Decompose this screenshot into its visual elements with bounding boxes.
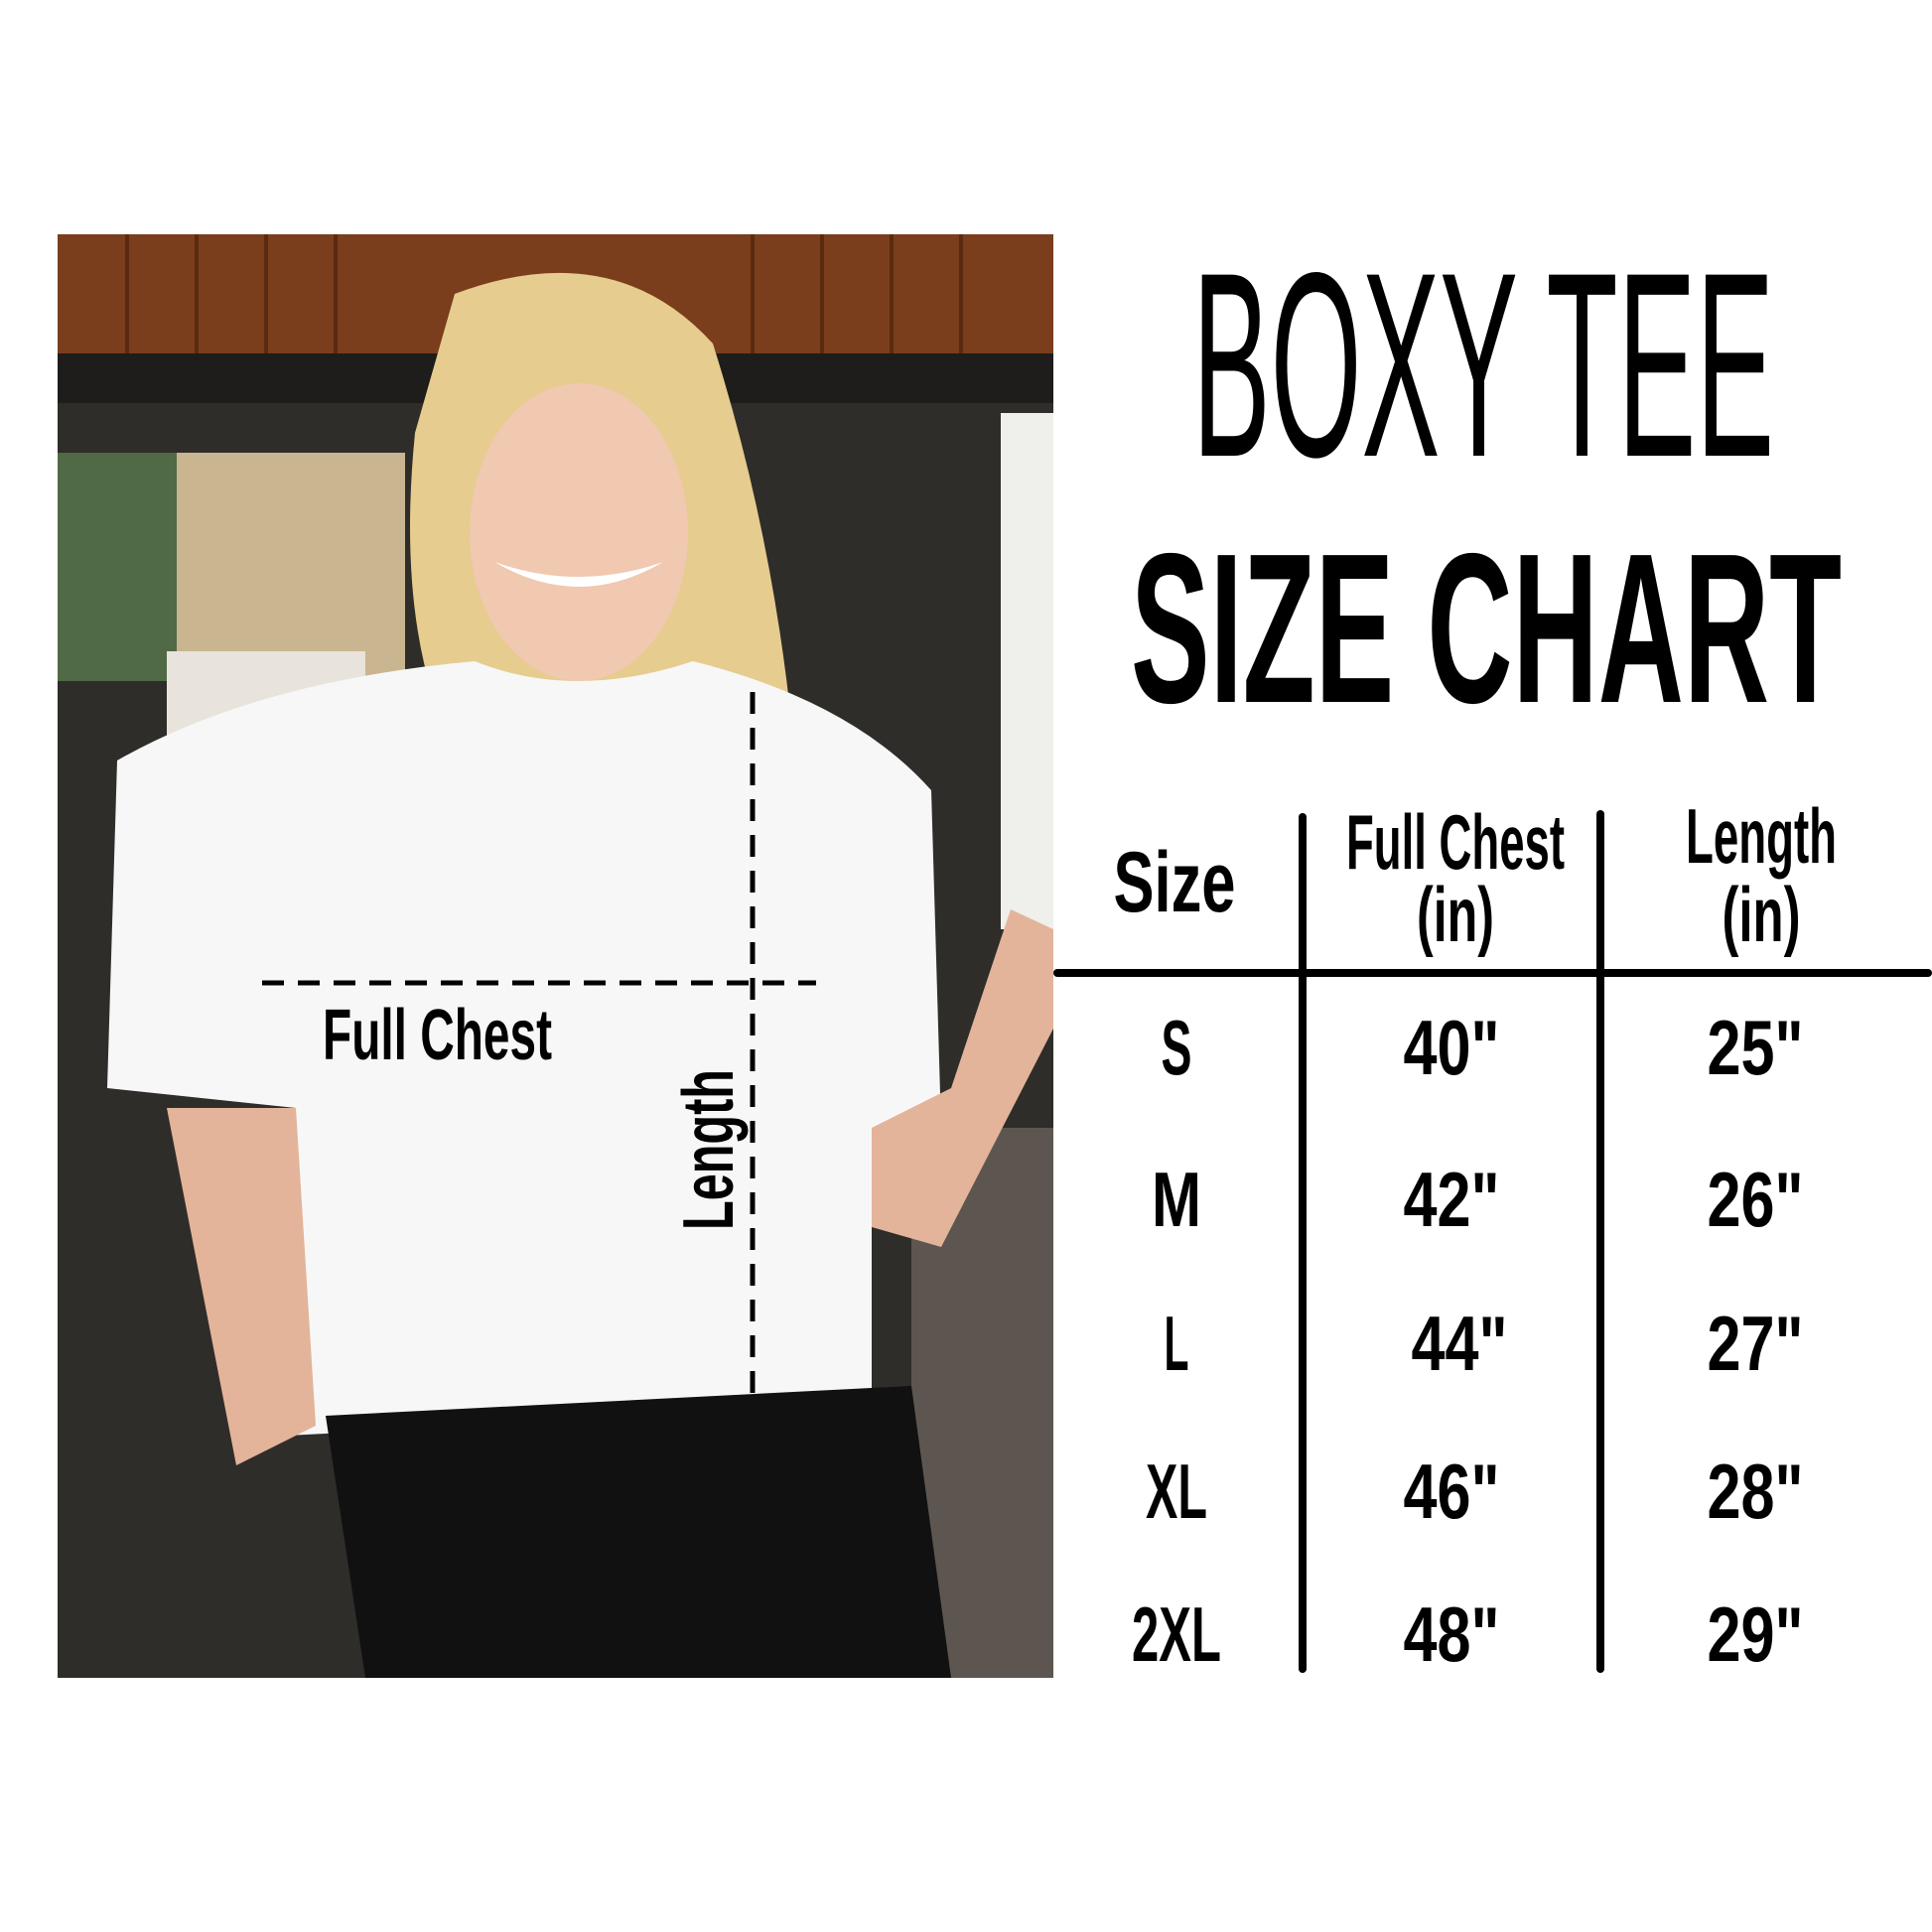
chart-title: SIZE CHART	[1131, 508, 1842, 748]
header-length: Length	[1686, 792, 1837, 880]
header-length-unit: (in)	[1723, 871, 1801, 958]
chest-label: Full Chest	[323, 996, 552, 1075]
cell-chest: 40"	[1404, 1004, 1500, 1091]
cell-chest: 46"	[1404, 1448, 1500, 1535]
table-row: L 44" 27"	[1165, 1300, 1804, 1387]
model-photo-illustration: Full Chest Length	[58, 234, 1053, 1678]
model-photo: Full Chest Length	[58, 234, 1053, 1678]
cell-length: 27"	[1708, 1300, 1804, 1387]
cell-length: 28"	[1708, 1448, 1804, 1535]
length-label: Length	[669, 1069, 749, 1230]
table-row: XL 46" 28"	[1146, 1448, 1804, 1535]
table-row: 2XL 48" 29"	[1132, 1590, 1804, 1678]
cell-size: XL	[1146, 1448, 1207, 1535]
table-row: M 42" 26"	[1152, 1156, 1804, 1243]
cell-length: 26"	[1708, 1156, 1804, 1243]
column-divider	[1299, 813, 1307, 1673]
size-table: Size Full Chest (in) Length (in) S 40" 25"…	[1053, 792, 1932, 1678]
header-size: Size	[1114, 835, 1236, 930]
cell-size: S	[1162, 1004, 1192, 1091]
header-full-chest-unit: (in)	[1417, 871, 1494, 958]
cell-chest: 48"	[1404, 1590, 1500, 1678]
cell-length: 25"	[1708, 1004, 1804, 1091]
cell-chest: 44"	[1412, 1300, 1508, 1387]
cell-chest: 42"	[1404, 1156, 1500, 1243]
header-divider	[1053, 969, 1932, 977]
table-row: S 40" 25"	[1162, 1004, 1804, 1091]
cell-size: L	[1165, 1300, 1189, 1387]
table-body: S 40" 25" M 42" 26" L 44" 27" XL 46" 28" 2XL 48" 29"	[1132, 1004, 1804, 1678]
cell-size: M	[1152, 1156, 1201, 1243]
header-full-chest: Full Chest	[1346, 798, 1565, 886]
cell-length: 29"	[1708, 1590, 1804, 1678]
product-title: BOXY TEE	[1192, 218, 1774, 512]
cell-size: 2XL	[1132, 1590, 1221, 1678]
column-divider	[1596, 810, 1604, 1673]
